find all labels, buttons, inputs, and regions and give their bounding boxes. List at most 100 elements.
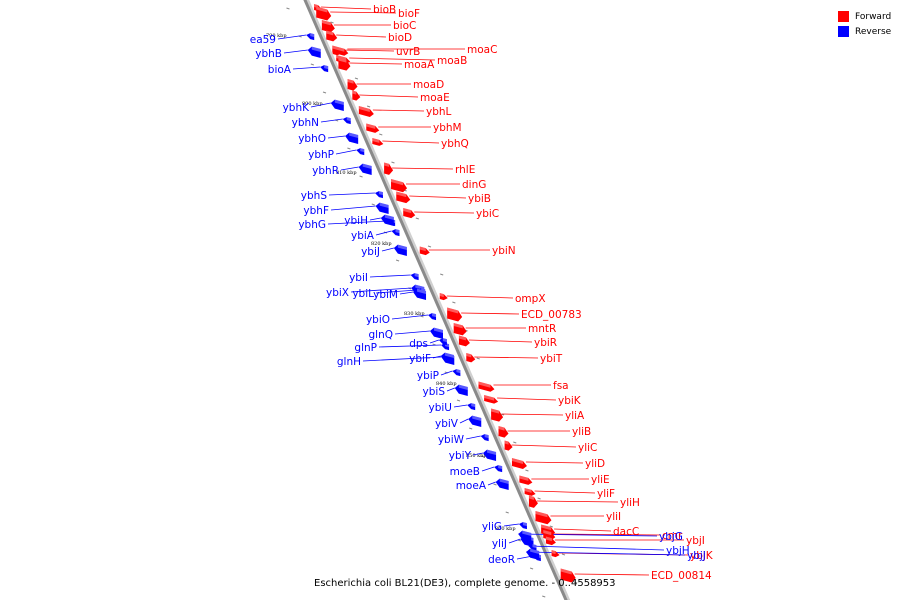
tick-mark [476,357,480,360]
reverse-gene-leader [362,356,442,362]
reverse-gene-leader [327,135,346,139]
gene-label-ybix: ybiX [326,287,349,299]
forward-gene-leader [349,57,436,61]
gene-label-ybhb: ybhB [255,48,282,60]
scale-label: 860 kbp [495,526,516,532]
reverse-gene-leader [399,291,414,295]
tick-mark [391,161,395,164]
reverse-gene-arrow [495,478,509,490]
reverse-gene-leader [440,370,453,376]
forward-gene-leader [321,6,372,10]
reverse-gene-arrow [356,148,365,156]
gene-label-ylif: yliF [597,488,615,500]
tick-mark [440,273,444,276]
tick-mark [427,245,432,248]
gene-label-ybio: ybiO [366,314,390,326]
reverse-gene-leader [432,355,441,359]
tick-mark [347,147,351,150]
forward-gene-arrow [447,307,463,322]
forward-gene-arrow [391,179,408,193]
legend: Forward Reverse [838,9,891,39]
tick-mark [366,105,371,108]
forward-gene-arrow [545,536,556,546]
reverse-gene-arrow [428,313,437,321]
scale-label: 790 kbp [266,33,287,39]
reverse-gene-leader [487,481,496,486]
reverse-gene-leader [328,192,375,196]
gene-label-ybiw: ybiW [438,434,465,446]
gene-label-ybik: ybiK [558,395,582,407]
gene-label-ybin: ybiN [492,245,516,257]
forward-gene-leader [340,49,395,52]
forward-gene-arrow [372,138,384,146]
forward-gene-leader [349,62,403,65]
tick-mark [395,259,400,262]
forward-gene-arrow [484,395,499,404]
gene-label-ybhp: ybhP [308,149,334,161]
forward-gene-arrow [524,488,536,496]
reverse-gene-arrow [345,132,359,144]
gene-label-ybij: ybiJ [361,246,380,258]
scale-label: 820 kbp [371,241,392,247]
gene-label-bioc: bioC [393,20,416,32]
reverse-gene-leader [481,466,495,472]
gene-label-bioa: bioA [268,64,292,76]
reverse-gene-arrow [410,273,419,281]
forward-gene-arrow [491,408,504,422]
gene-label-ylih: yliH [620,497,640,509]
tick-mark [359,175,363,178]
gene-label-ding: dinG [462,179,486,191]
gene-label-ybii: ybiI [349,272,368,284]
forward-gene-leader [468,339,533,343]
reverse-gene-leader [369,274,411,278]
forward-gene-arrow [384,162,394,175]
reverse-gene-arrow [391,229,400,237]
tick-mark [481,455,485,458]
gene-label-fsa: fsa [553,380,569,392]
gene-label-moab: moaB [437,55,467,67]
gene-label-glnq: glnQ [368,329,393,341]
forward-gene-leader [536,500,619,503]
tick-mark [415,217,419,220]
forward-gene-arrow [316,6,332,21]
gene-label-ybiv: ybiV [435,418,459,430]
forward-gene-leader [525,461,584,464]
reverse-gene-leader [369,217,381,221]
gene-label-rhle: rhlE [455,164,475,176]
reverse-gene-arrow [375,202,389,214]
legend-reverse-label: Reverse [855,26,892,37]
forward-gene-arrow [332,45,349,56]
gene-label-ybhl: ybhL [426,106,452,118]
reverse-gene-leader [350,287,412,293]
reverse-gene-leader [453,404,468,408]
tick-mark [542,595,546,598]
legend-reverse-swatch [838,26,849,37]
reverse-gene-arrow [526,548,540,560]
reverse-gene-leader [518,533,658,537]
reverse-gene-leader [472,452,484,456]
forward-gene-arrow [326,30,338,42]
forward-gene-arrow [466,353,476,363]
forward-gene-arrow [560,568,576,583]
gene-label-ompx: ompX [515,293,546,305]
forward-gene-arrow [439,293,448,301]
legend-forward-label: Forward [855,11,892,22]
forward-gene-arrow [528,495,538,508]
gene-label-biob: bioB [373,4,396,16]
forward-gene-leader [497,397,557,401]
gene-label-ybhn: ybhN [292,117,319,129]
tick-mark [469,427,473,430]
legend-forward-swatch [838,11,849,22]
tick-mark [452,301,456,304]
gene-label-ybhg: ybhG [298,219,326,231]
reverse-gene-leader [508,538,521,544]
forward-gene-leader [534,490,596,494]
gene-label-moea: moeA [456,480,487,492]
reverse-gene-arrow [342,117,351,125]
gene-label-ylic: yliC [578,442,597,454]
forward-gene-leader [554,533,661,536]
reverse-gene-arrow [494,465,503,473]
gene-label-moad: moaD [413,79,444,91]
